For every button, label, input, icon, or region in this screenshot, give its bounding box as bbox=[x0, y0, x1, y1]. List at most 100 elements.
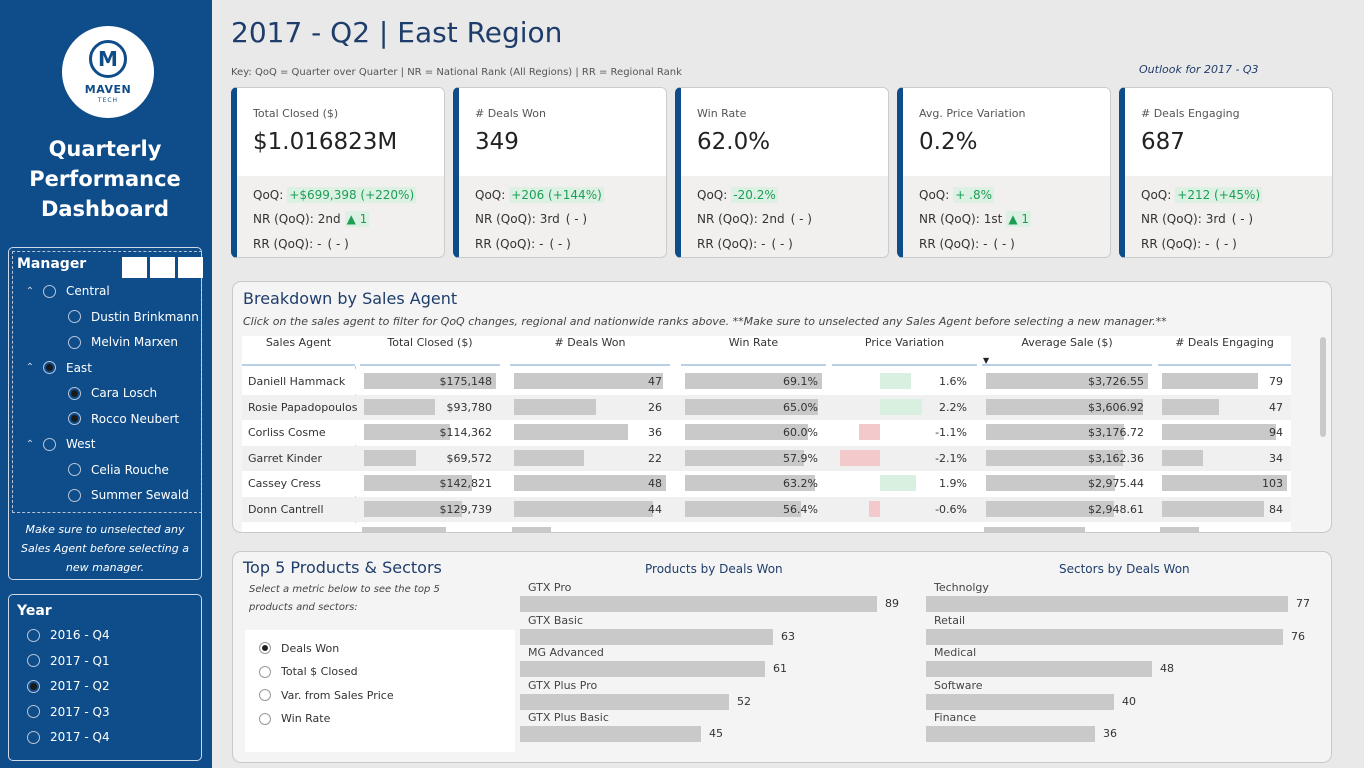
radio-icon[interactable] bbox=[27, 705, 40, 718]
radio-icon[interactable] bbox=[68, 386, 81, 400]
column-header[interactable]: Total Closed ($) bbox=[360, 336, 500, 366]
agent-option[interactable]: Dustin Brinkmann bbox=[68, 307, 199, 327]
radio-icon[interactable] bbox=[27, 654, 40, 667]
column-header[interactable]: Win Rate bbox=[681, 336, 826, 366]
metric-cell: $93,780 bbox=[362, 395, 498, 420]
table-row[interactable]: Daniell Hammack $175,148 47 69.1% 1.6% $3,726… bbox=[242, 369, 1291, 394]
year-option[interactable]: 2017 - Q2 bbox=[27, 676, 110, 696]
cell-value: -2.1% bbox=[935, 451, 967, 465]
agent-option[interactable]: Melvin Marxen bbox=[68, 332, 178, 352]
agent-name-cell[interactable]: Garret Kinder bbox=[242, 446, 355, 471]
kpi-rr-label: RR (QoQ): bbox=[475, 237, 536, 251]
table-scrollbar[interactable] bbox=[1320, 337, 1326, 437]
table-row[interactable]: Donn Cantrell $129,739 44 56.4% -0.6% $2,948.… bbox=[242, 497, 1291, 522]
category-bar[interactable] bbox=[926, 661, 1152, 677]
positive-variation-bar bbox=[880, 398, 922, 415]
radio-icon[interactable] bbox=[259, 712, 271, 725]
price-variation-cell: -1.1% bbox=[832, 420, 977, 445]
radio-icon[interactable] bbox=[68, 488, 81, 502]
agent-name-cell[interactable]: Rosie Papadopoulos bbox=[242, 395, 358, 420]
collapse-chevron-icon[interactable]: ⌃ bbox=[25, 362, 35, 373]
kpi-nr-row: NR (QoQ): 1st ▲ 1 bbox=[919, 211, 1032, 227]
metric-option[interactable]: Deals Won bbox=[259, 638, 339, 658]
radio-icon[interactable] bbox=[27, 679, 40, 693]
kpi-value: 0.2% bbox=[919, 129, 978, 155]
radio-icon[interactable] bbox=[43, 284, 56, 298]
cell-value: 44 bbox=[648, 503, 662, 516]
metric-option[interactable]: Win Rate bbox=[259, 709, 330, 729]
agent-name[interactable]: Cassey Cress bbox=[248, 477, 321, 491]
category-bar[interactable] bbox=[520, 693, 729, 710]
table-row[interactable]: Garret Kinder $69,572 22 57.9% -2.1% $3,162.3… bbox=[242, 445, 1291, 471]
cell-value: 84 bbox=[1269, 503, 1283, 516]
table-row[interactable]: Cassey Cress $142,821 48 63.2% 1.9% $2,975.44… bbox=[242, 471, 1291, 497]
cell-value: 69.1% bbox=[783, 375, 818, 388]
kpi-nr-change: ( - ) bbox=[1231, 212, 1254, 226]
manager-option[interactable]: ⌃ West bbox=[23, 434, 96, 454]
kpi-card: # Deals Won 349 QoQ: +206 (+144%) NR (QoQ): 3… bbox=[453, 87, 667, 258]
agent-option[interactable]: Rocco Neubert bbox=[68, 409, 179, 429]
radio-icon[interactable] bbox=[68, 412, 81, 425]
category-bar[interactable] bbox=[926, 596, 1288, 612]
year-option[interactable]: 2017 - Q3 bbox=[27, 702, 110, 722]
agent-name-cell[interactable]: Cassey Cress bbox=[242, 471, 355, 496]
year-option[interactable]: 2017 - Q4 bbox=[27, 727, 110, 747]
radio-icon[interactable] bbox=[43, 437, 56, 451]
column-header[interactable]: # Deals Won bbox=[510, 336, 670, 366]
category-label: GTX Plus Pro bbox=[528, 678, 598, 692]
radio-icon[interactable] bbox=[259, 665, 271, 678]
agent-option[interactable]: Celia Rouche bbox=[68, 460, 169, 480]
column-header[interactable]: Sales Agent bbox=[242, 336, 355, 366]
agent-name[interactable]: Garret Kinder bbox=[248, 451, 322, 465]
table-row[interactable]: Corliss Cosme $114,362 36 60.0% -1.1% $3,176.… bbox=[242, 420, 1291, 446]
category-bar[interactable] bbox=[520, 596, 877, 612]
collapse-chevron-icon[interactable]: ⌃ bbox=[25, 285, 35, 297]
category-bar[interactable] bbox=[520, 726, 701, 742]
slicer-selection-frame bbox=[12, 251, 202, 513]
radio-icon[interactable] bbox=[68, 463, 81, 476]
agent-name[interactable]: Corliss Cosme bbox=[248, 426, 326, 440]
category-bar[interactable] bbox=[926, 693, 1114, 710]
radio-icon[interactable] bbox=[68, 310, 81, 323]
value-bar bbox=[1162, 398, 1219, 415]
metric-option[interactable]: Var. from Sales Price bbox=[259, 685, 394, 705]
kpi-nr-row: NR (QoQ): 2nd ▲ 1 bbox=[253, 211, 370, 227]
metric-option[interactable]: Total $ Closed bbox=[259, 662, 358, 682]
year-option[interactable]: 2017 - Q1 bbox=[27, 651, 110, 671]
agent-name[interactable]: Rosie Papadopoulos bbox=[248, 400, 358, 414]
agent-name-cell[interactable]: Donn Cantrell bbox=[242, 497, 355, 522]
agent-option[interactable]: Cara Losch bbox=[68, 383, 157, 403]
manager-option[interactable]: ⌃ Central bbox=[23, 281, 110, 301]
category-bar[interactable] bbox=[926, 726, 1095, 742]
radio-icon[interactable] bbox=[27, 730, 40, 744]
column-header[interactable]: # Deals Engaging bbox=[1158, 336, 1291, 366]
metric-cell: 26 bbox=[512, 395, 668, 420]
radio-icon[interactable] bbox=[43, 361, 56, 374]
column-header[interactable]: Price Variation bbox=[832, 336, 977, 366]
manager-option[interactable]: ⌃ East bbox=[23, 358, 92, 378]
collapse-chevron-icon[interactable]: ⌃ bbox=[25, 438, 35, 450]
category-bar[interactable] bbox=[520, 628, 773, 645]
year-option[interactable]: 2016 - Q4 bbox=[27, 625, 110, 645]
value-bar bbox=[1162, 373, 1258, 389]
category-bar[interactable] bbox=[520, 661, 765, 677]
radio-icon[interactable] bbox=[259, 689, 271, 701]
agent-name[interactable]: Daniell Hammack bbox=[248, 375, 346, 388]
agent-name-cell[interactable]: Daniell Hammack bbox=[242, 369, 355, 394]
radio-icon[interactable] bbox=[27, 628, 40, 642]
table-row[interactable]: Rosie Papadopoulos $93,780 26 65.0% 2.2% $3,6… bbox=[242, 394, 1291, 420]
agent-option[interactable]: Summer Sewald bbox=[68, 485, 189, 505]
category-bar[interactable] bbox=[926, 628, 1283, 645]
agent-table: Sales Agent Total Closed ($) # Deals Won Wi… bbox=[242, 336, 1291, 532]
cell-value: $3,176.72 bbox=[1088, 426, 1144, 440]
year-option-label: 2017 - Q1 bbox=[50, 653, 110, 668]
table-row[interactable] bbox=[242, 522, 1291, 532]
column-header[interactable]: Average Sale ($) bbox=[982, 336, 1152, 366]
agent-name-cell[interactable]: Corliss Cosme bbox=[242, 420, 355, 445]
kpi-qoq-row: QoQ: +$699,398 (+220%) bbox=[253, 187, 417, 203]
radio-icon[interactable] bbox=[259, 642, 271, 654]
sort-descending-icon[interactable]: ▼ bbox=[983, 356, 990, 365]
agent-name[interactable]: Donn Cantrell bbox=[248, 503, 324, 516]
category-label: GTX Pro bbox=[528, 581, 572, 594]
radio-icon[interactable] bbox=[68, 335, 81, 349]
